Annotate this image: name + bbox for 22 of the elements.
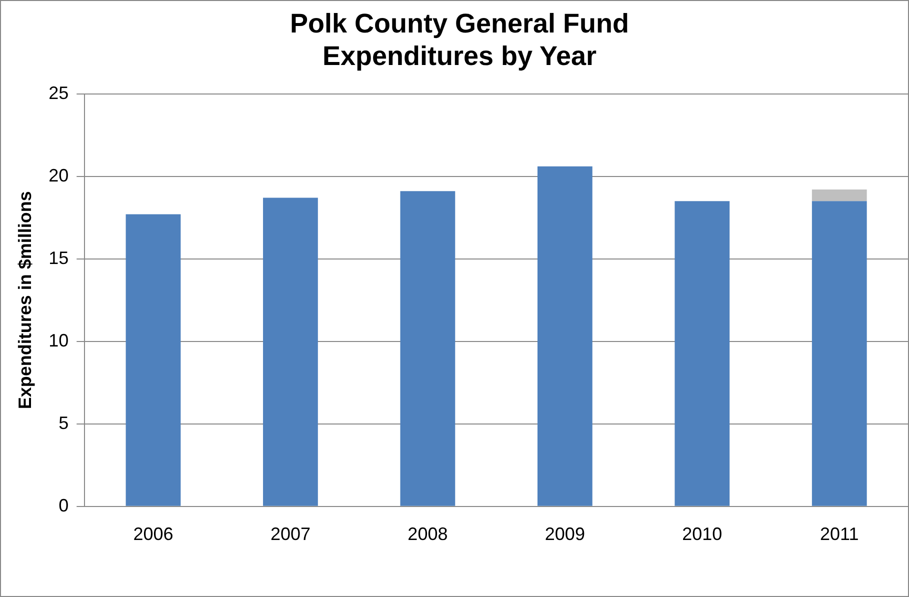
text: Expenditures by Year [322, 41, 597, 72]
x-tick-label: 2008 [408, 524, 448, 544]
x-tick-label: 2006 [133, 524, 174, 544]
bar [812, 190, 867, 202]
text: Polk County General Fund [290, 8, 630, 39]
y-tick-label: 5 [58, 412, 69, 433]
bar [537, 166, 592, 506]
x-tick-label: 2010 [682, 524, 722, 544]
y-tick-label: 0 [58, 495, 69, 516]
y-tick-label: 10 [48, 330, 69, 350]
y-tick-label: 25 [48, 82, 69, 103]
y-tick-label: 15 [48, 248, 69, 268]
y-tick-label: 20 [48, 165, 69, 186]
bar [263, 198, 318, 506]
bar [126, 214, 181, 506]
bar [400, 191, 456, 506]
x-tick-label: 2007 [270, 524, 310, 544]
x-tick-label: 2009 [544, 524, 585, 544]
bar [674, 201, 730, 506]
y-axis-title: Expenditures in $millions [14, 191, 35, 410]
bar [812, 201, 867, 506]
x-tick-label: 2011 [820, 524, 859, 544]
